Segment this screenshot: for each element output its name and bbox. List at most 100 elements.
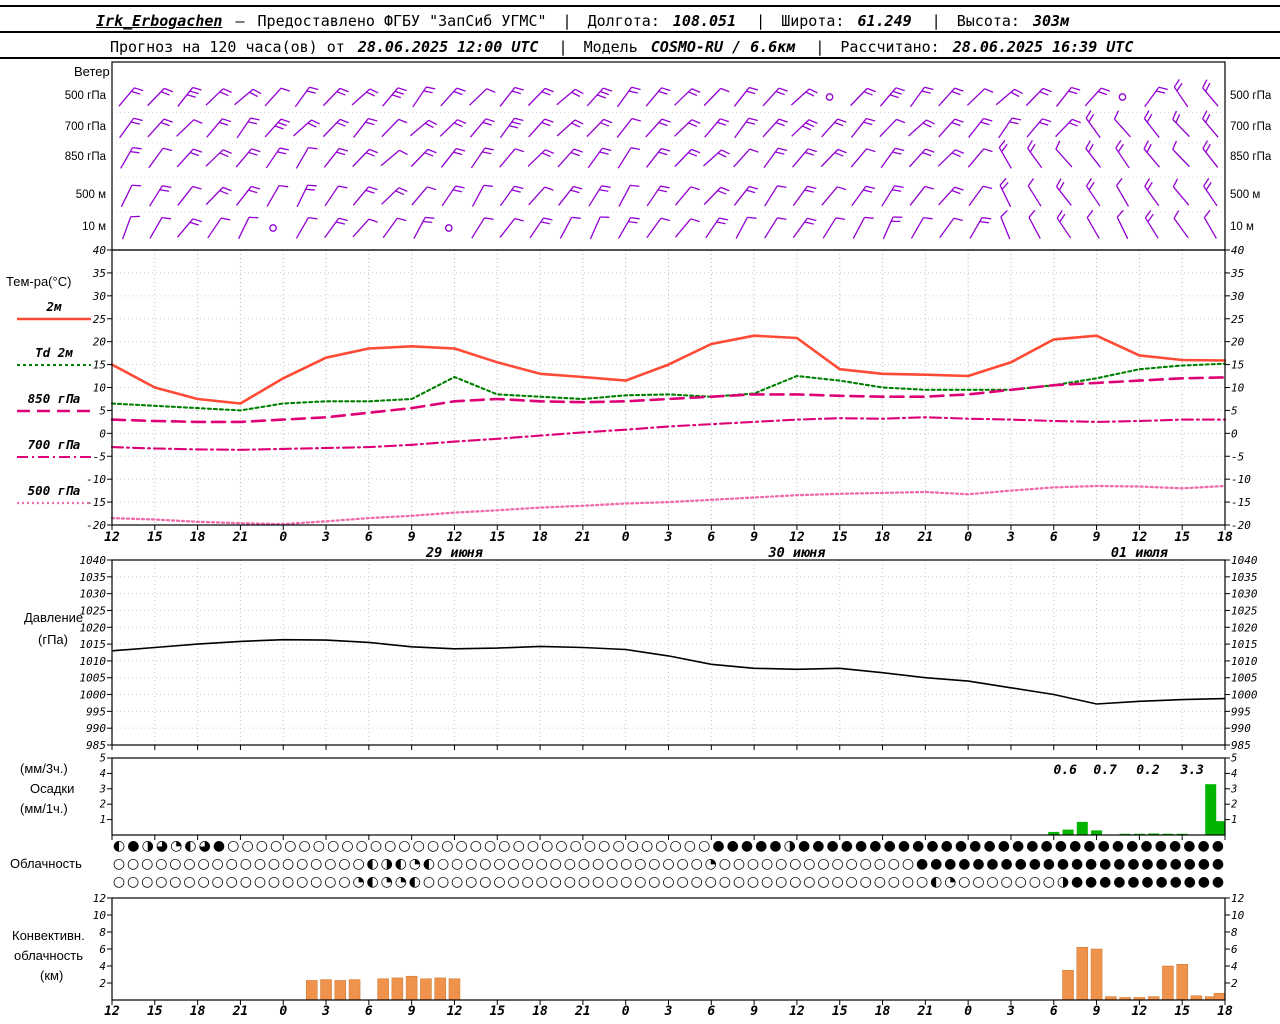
svg-text:1000: 1000	[1231, 689, 1258, 702]
svg-text:○: ○	[655, 838, 667, 854]
svg-text:1020: 1020	[80, 621, 107, 634]
temp-series-500 гПа	[110, 484, 1227, 526]
svg-text:○: ○	[662, 856, 674, 872]
wind-level-label-right-500hpa: 500 гПа	[1230, 90, 1272, 102]
station-name: Irk_Erbogachen	[96, 12, 223, 30]
svg-text:30: 30	[1230, 290, 1245, 303]
svg-text:18: 18	[190, 530, 206, 545]
svg-text:○: ○	[465, 856, 477, 872]
divider: |	[931, 12, 941, 30]
header-line-2: Прогноз на 120 часа(ов) от 28.06.2025 12…	[0, 35, 1280, 59]
legend-line-2m	[17, 317, 91, 321]
svg-text:●: ●	[855, 838, 867, 854]
svg-text:◑: ◑	[784, 838, 796, 854]
pressure-line	[111, 638, 1226, 705]
svg-text:○: ○	[299, 838, 311, 854]
svg-text:○: ○	[268, 874, 280, 890]
svg-text:9: 9	[408, 1004, 416, 1019]
svg-text:○: ○	[803, 874, 815, 890]
svg-text:○: ○	[803, 856, 815, 872]
svg-text:○: ○	[747, 856, 759, 872]
svg-text:25: 25	[1231, 313, 1244, 326]
svg-text:4: 4	[1231, 960, 1238, 973]
svg-text:12: 12	[1132, 1004, 1148, 1019]
svg-text:○: ○	[541, 838, 553, 854]
svg-text:○: ○	[256, 838, 268, 854]
svg-text:●: ●	[926, 838, 938, 854]
svg-text:○: ○	[127, 874, 139, 890]
svg-text:○: ○	[155, 856, 167, 872]
svg-text:◐: ◐	[423, 856, 435, 872]
svg-text:○: ○	[606, 856, 618, 872]
svg-text:○: ○	[831, 874, 843, 890]
svg-text:◔: ◔	[395, 874, 407, 890]
legend-line-500hpa	[17, 501, 91, 505]
svg-text:○: ○	[437, 874, 449, 890]
svg-text:○: ○	[240, 874, 252, 890]
svg-text:1: 1	[1231, 814, 1237, 826]
legend-850hpa-label: 850 гПа	[27, 391, 81, 406]
temp-series-700 гПа	[110, 416, 1227, 451]
svg-text:○: ○	[451, 856, 463, 872]
svg-text:1040: 1040	[1231, 554, 1258, 567]
latitude-value: 61.249	[857, 12, 912, 30]
svg-text:21: 21	[232, 530, 249, 545]
svg-text:○: ○	[958, 874, 970, 890]
legend-td-2m: Td 2м	[4, 345, 104, 369]
svg-text:●: ●	[127, 838, 139, 854]
svg-text:18: 18	[875, 530, 891, 545]
svg-text:8: 8	[1231, 926, 1238, 939]
svg-text:○: ○	[648, 874, 660, 890]
svg-text:12: 12	[447, 1004, 463, 1019]
svg-text:3: 3	[1006, 1004, 1015, 1019]
svg-text:6: 6	[365, 530, 373, 545]
svg-text:◐: ◐	[930, 874, 942, 890]
svg-text:○: ○	[564, 856, 576, 872]
precip-panel-label-3h: (мм/3ч.)	[20, 761, 68, 776]
svg-text:○: ○	[817, 856, 829, 872]
svg-text:15: 15	[832, 1004, 848, 1019]
svg-text:18: 18	[532, 530, 548, 545]
wind-level-label-right-700hpa: 700 гПа	[1230, 121, 1272, 133]
svg-text:○: ○	[338, 874, 350, 890]
svg-text:○: ○	[1001, 874, 1013, 890]
svg-text:0: 0	[964, 530, 972, 545]
svg-text:●: ●	[972, 856, 984, 872]
svg-text:6: 6	[707, 530, 715, 545]
svg-text:○: ○	[197, 874, 209, 890]
svg-text:○: ○	[437, 856, 449, 872]
svg-text:6: 6	[365, 1004, 373, 1019]
svg-text:1005: 1005	[80, 672, 107, 685]
svg-text:●: ●	[1099, 856, 1111, 872]
svg-text:6: 6	[707, 1004, 715, 1019]
svg-text:1000: 1000	[80, 689, 107, 702]
legend-500hpa-label: 500 гПа	[27, 483, 81, 498]
cloudiness-panel-label: Облачность	[10, 856, 82, 871]
svg-text:●: ●	[884, 838, 896, 854]
svg-text:○: ○	[761, 856, 773, 872]
svg-text:○: ○	[536, 856, 548, 872]
svg-text:1005: 1005	[1231, 672, 1258, 685]
svg-text:1025: 1025	[80, 604, 107, 617]
svg-text:18: 18	[190, 1004, 206, 1019]
svg-text:●: ●	[1069, 838, 1081, 854]
svg-text:1025: 1025	[1231, 604, 1258, 617]
svg-text:○: ○	[789, 856, 801, 872]
svg-text:15: 15	[1174, 530, 1190, 545]
svg-text:12: 12	[789, 1004, 805, 1019]
svg-text:21: 21	[917, 1004, 934, 1019]
svg-text:-15: -15	[86, 496, 106, 509]
altitude-label: Высота:	[956, 12, 1020, 30]
svg-text:○: ○	[441, 838, 453, 854]
svg-text:●: ●	[712, 838, 724, 854]
svg-text:○: ○	[513, 838, 525, 854]
svg-text:◑: ◑	[381, 856, 393, 872]
svg-text:○: ○	[498, 838, 510, 854]
svg-text:●: ●	[1083, 838, 1095, 854]
svg-text:1040: 1040	[80, 554, 107, 567]
svg-text:●: ●	[1055, 838, 1067, 854]
svg-text:○: ○	[719, 856, 731, 872]
svg-text:1020: 1020	[1231, 621, 1258, 634]
svg-text:●: ●	[955, 838, 967, 854]
svg-text:●: ●	[727, 838, 739, 854]
